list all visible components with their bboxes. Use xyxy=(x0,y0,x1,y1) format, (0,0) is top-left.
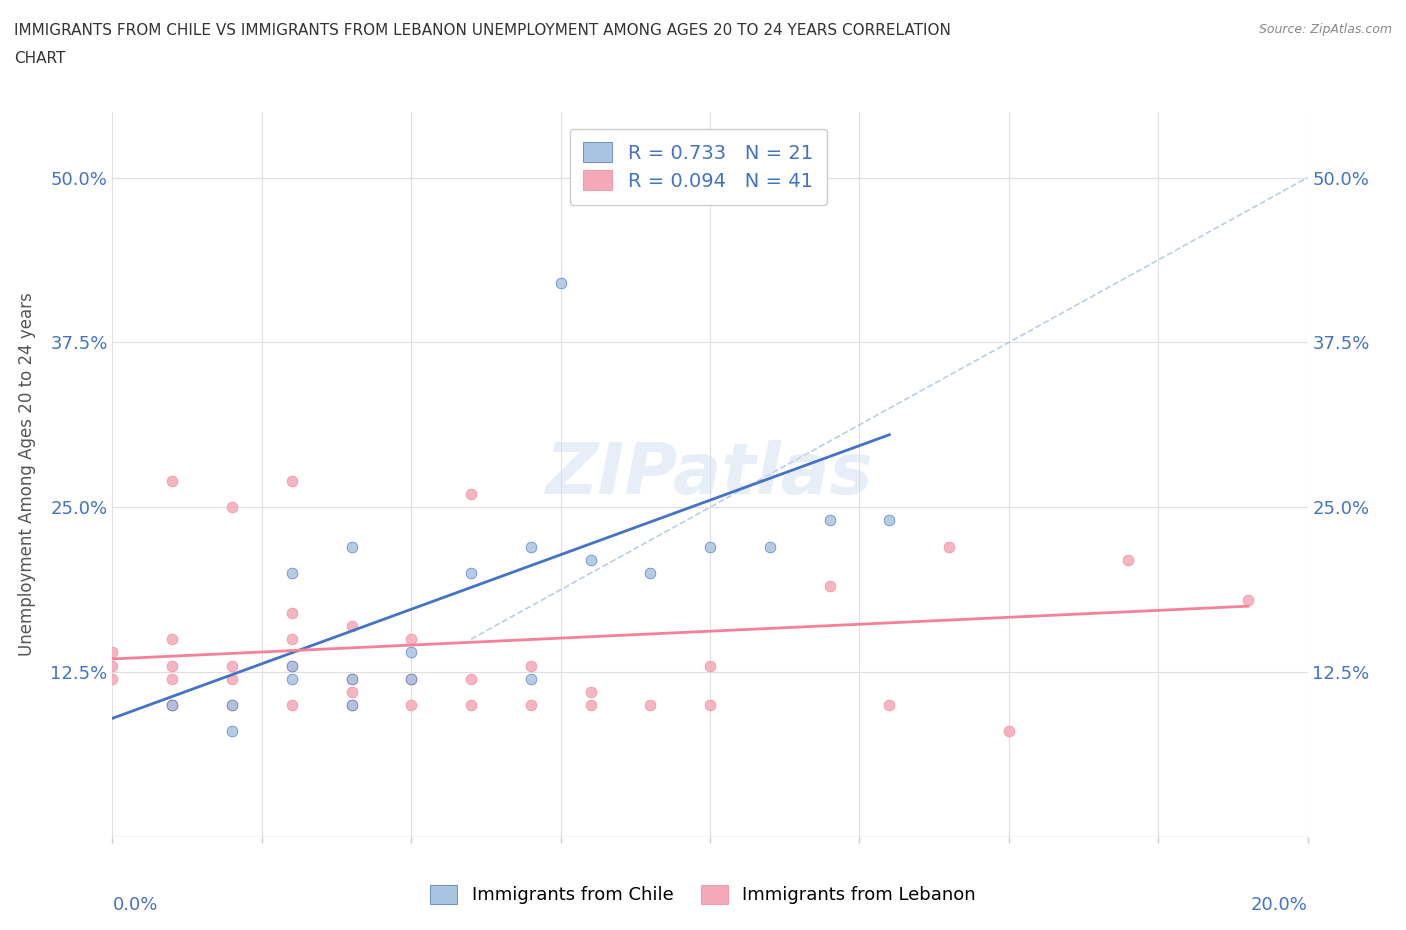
Point xyxy=(818,579,841,594)
Point xyxy=(401,631,423,646)
Point xyxy=(879,513,901,528)
Point xyxy=(221,671,243,686)
Legend: Immigrants from Chile, Immigrants from Lebanon: Immigrants from Chile, Immigrants from L… xyxy=(423,878,983,911)
Point xyxy=(101,671,124,686)
Text: CHART: CHART xyxy=(14,51,66,66)
Point xyxy=(340,618,363,633)
Text: 0.0%: 0.0% xyxy=(112,897,157,914)
Text: 20.0%: 20.0% xyxy=(1251,897,1308,914)
Legend: R = 0.733   N = 21, R = 0.094   N = 41: R = 0.733 N = 21, R = 0.094 N = 41 xyxy=(569,128,827,205)
Point xyxy=(640,698,662,712)
Point xyxy=(1118,552,1140,567)
Point xyxy=(281,631,304,646)
Point xyxy=(579,684,602,699)
Point xyxy=(340,684,363,699)
Point xyxy=(699,658,721,673)
Point xyxy=(640,565,662,580)
Point xyxy=(998,724,1021,739)
Point xyxy=(162,473,183,488)
Point xyxy=(460,671,482,686)
Point xyxy=(1237,592,1260,607)
Point xyxy=(281,698,304,712)
Point xyxy=(401,671,423,686)
Point xyxy=(101,644,124,659)
Point xyxy=(221,658,243,673)
Text: IMMIGRANTS FROM CHILE VS IMMIGRANTS FROM LEBANON UNEMPLOYMENT AMONG AGES 20 TO 2: IMMIGRANTS FROM CHILE VS IMMIGRANTS FROM… xyxy=(14,23,950,38)
Point xyxy=(520,658,543,673)
Point xyxy=(340,698,363,712)
Point xyxy=(340,671,363,686)
Point xyxy=(938,539,960,554)
Point xyxy=(579,552,602,567)
Point xyxy=(162,671,183,686)
Text: Source: ZipAtlas.com: Source: ZipAtlas.com xyxy=(1258,23,1392,36)
Point xyxy=(520,671,543,686)
Point xyxy=(460,698,482,712)
Point xyxy=(699,539,721,554)
Point xyxy=(221,499,243,514)
Text: ZIPatlas: ZIPatlas xyxy=(547,440,873,509)
Point xyxy=(401,671,423,686)
Point xyxy=(281,605,304,620)
Point xyxy=(550,275,572,290)
Point xyxy=(401,644,423,659)
Point xyxy=(520,698,543,712)
Point xyxy=(460,486,482,501)
Point xyxy=(162,698,183,712)
Point xyxy=(281,658,304,673)
Point xyxy=(460,565,482,580)
Point xyxy=(520,539,543,554)
Point xyxy=(101,658,124,673)
Point xyxy=(879,698,901,712)
Point xyxy=(579,698,602,712)
Point xyxy=(281,671,304,686)
Point xyxy=(162,698,183,712)
Point xyxy=(221,698,243,712)
Point xyxy=(281,565,304,580)
Point xyxy=(162,658,183,673)
Point xyxy=(340,671,363,686)
Point xyxy=(281,658,304,673)
Point xyxy=(162,698,183,712)
Point xyxy=(281,473,304,488)
Point xyxy=(162,631,183,646)
Point xyxy=(340,539,363,554)
Point xyxy=(221,698,243,712)
Point xyxy=(818,513,841,528)
Point xyxy=(401,698,423,712)
Point xyxy=(340,698,363,712)
Y-axis label: Unemployment Among Ages 20 to 24 years: Unemployment Among Ages 20 to 24 years xyxy=(18,292,37,657)
Point xyxy=(699,698,721,712)
Point xyxy=(221,724,243,739)
Point xyxy=(759,539,782,554)
